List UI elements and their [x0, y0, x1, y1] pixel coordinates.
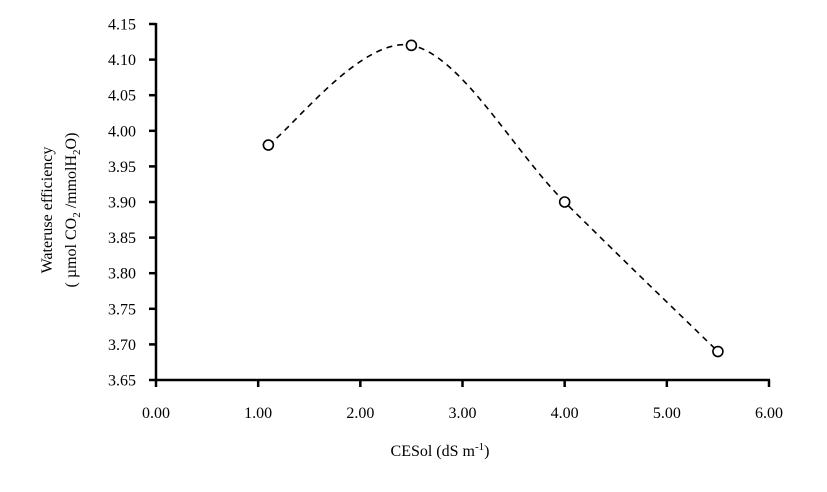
y-tick-label: 4.00	[108, 123, 136, 140]
y-tick-label: 3.70	[108, 337, 136, 354]
data-point-marker	[405, 39, 418, 52]
x-tick-label: 6.00	[755, 405, 783, 422]
y-tick-label: 4.10	[108, 52, 136, 69]
series-line	[267, 44, 719, 353]
y-tick-label: 3.95	[108, 159, 136, 176]
x-tick-label: 4.00	[551, 405, 579, 422]
data-point-marker	[712, 345, 724, 358]
data-point-marker	[262, 139, 275, 151]
x-tick-label: 3.00	[449, 405, 477, 422]
y-tick-label: 3.65	[108, 373, 136, 390]
y-axis-ticks: 3.65 3.70 3.75 3.80 3.85 3.90 3.95 4.00 4.05 4.10…	[108, 17, 156, 390]
x-tick-label: 1.00	[244, 405, 272, 422]
x-tick-label: 5.00	[653, 405, 681, 422]
y-tick-label: 3.85	[108, 230, 136, 247]
y-tick-label: 3.75	[108, 301, 136, 318]
y-tick-label: 3.80	[108, 266, 136, 283]
y-tick-label: 4.05	[108, 88, 136, 105]
data-markers	[262, 39, 724, 358]
data-point-marker	[558, 196, 571, 208]
x-tick-label: 0.00	[142, 405, 170, 422]
y-axis-title-line2: ( µmol CO2 /mmolH2O)	[63, 133, 83, 288]
y-axis-title-line1: Wateruse efficiency	[39, 147, 56, 274]
x-tick-label: 2.00	[346, 405, 374, 422]
y-tick-label: 3.90	[108, 195, 136, 212]
x-axis-title: CESol (dS m-1)	[391, 441, 490, 460]
x-axis-ticks: 0.00 1.00 2.00 3.00 4.00 5.00 6.00	[142, 380, 783, 422]
y-tick-label: 4.15	[108, 17, 136, 34]
